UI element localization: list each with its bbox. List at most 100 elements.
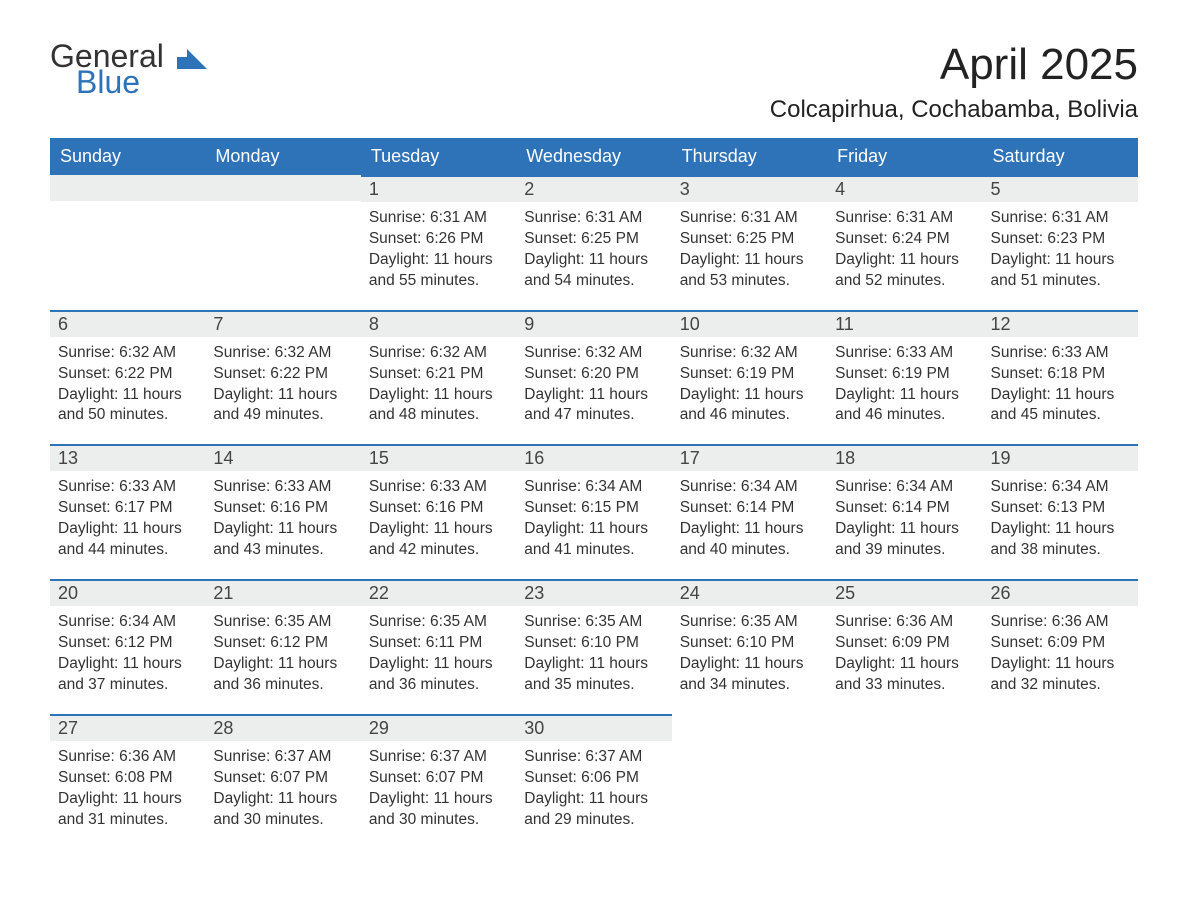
daylight-value: Daylight: 11 hours and 51 minutes. [991,250,1130,292]
calendar-day-cell: 19Sunrise: 6:34 AMSunset: 6:13 PMDayligh… [983,444,1138,579]
day-details: Sunrise: 6:32 AMSunset: 6:21 PMDaylight:… [361,337,516,445]
calendar-day-cell: 4Sunrise: 6:31 AMSunset: 6:24 PMDaylight… [827,175,982,310]
calendar-week-row: 20Sunrise: 6:34 AMSunset: 6:12 PMDayligh… [50,579,1138,714]
daylight-value: Daylight: 11 hours and 39 minutes. [835,519,974,561]
day-number: 13 [50,444,205,471]
calendar-day-cell: 7Sunrise: 6:32 AMSunset: 6:22 PMDaylight… [205,310,360,445]
calendar-day-cell [827,714,982,849]
day-details: Sunrise: 6:33 AMSunset: 6:16 PMDaylight:… [361,471,516,579]
day-number: 21 [205,579,360,606]
calendar-day-cell: 24Sunrise: 6:35 AMSunset: 6:10 PMDayligh… [672,579,827,714]
day-number: 15 [361,444,516,471]
sunrise-value: Sunrise: 6:33 AM [213,477,352,498]
sunrise-value: Sunrise: 6:31 AM [991,208,1130,229]
brand-part2: Blue [76,66,207,100]
calendar-day-cell: 2Sunrise: 6:31 AMSunset: 6:25 PMDaylight… [516,175,671,310]
sunset-value: Sunset: 6:18 PM [991,364,1130,385]
sunrise-value: Sunrise: 6:36 AM [835,612,974,633]
sunset-value: Sunset: 6:19 PM [835,364,974,385]
sunrise-value: Sunrise: 6:33 AM [835,343,974,364]
day-details: Sunrise: 6:32 AMSunset: 6:22 PMDaylight:… [205,337,360,445]
day-number: 18 [827,444,982,471]
sunrise-value: Sunrise: 6:32 AM [680,343,819,364]
sunset-value: Sunset: 6:07 PM [369,768,508,789]
day-details: Sunrise: 6:31 AMSunset: 6:26 PMDaylight:… [361,202,516,310]
daylight-value: Daylight: 11 hours and 52 minutes. [835,250,974,292]
calendar-day-cell: 17Sunrise: 6:34 AMSunset: 6:14 PMDayligh… [672,444,827,579]
day-details: Sunrise: 6:37 AMSunset: 6:07 PMDaylight:… [361,741,516,849]
sunset-value: Sunset: 6:12 PM [213,633,352,654]
sunset-value: Sunset: 6:26 PM [369,229,508,250]
sunrise-value: Sunrise: 6:33 AM [369,477,508,498]
calendar-day-cell: 9Sunrise: 6:32 AMSunset: 6:20 PMDaylight… [516,310,671,445]
day-number: 30 [516,714,671,741]
brand-logo: General Blue [50,40,207,99]
calendar-week-row: 27Sunrise: 6:36 AMSunset: 6:08 PMDayligh… [50,714,1138,849]
calendar-day-cell: 23Sunrise: 6:35 AMSunset: 6:10 PMDayligh… [516,579,671,714]
calendar-week-row: 6Sunrise: 6:32 AMSunset: 6:22 PMDaylight… [50,310,1138,445]
sunrise-value: Sunrise: 6:31 AM [524,208,663,229]
weekday-header: Thursday [672,138,827,175]
day-details: Sunrise: 6:33 AMSunset: 6:18 PMDaylight:… [983,337,1138,445]
calendar-day-cell [205,175,360,310]
daylight-value: Daylight: 11 hours and 33 minutes. [835,654,974,696]
sunrise-value: Sunrise: 6:31 AM [369,208,508,229]
sunrise-value: Sunrise: 6:34 AM [991,477,1130,498]
daylight-value: Daylight: 11 hours and 50 minutes. [58,385,197,427]
day-number: 23 [516,579,671,606]
sunrise-value: Sunrise: 6:32 AM [58,343,197,364]
sunrise-value: Sunrise: 6:33 AM [58,477,197,498]
daylight-value: Daylight: 11 hours and 53 minutes. [680,250,819,292]
calendar-day-cell [983,714,1138,849]
sunset-value: Sunset: 6:25 PM [680,229,819,250]
sunrise-value: Sunrise: 6:37 AM [213,747,352,768]
day-details: Sunrise: 6:34 AMSunset: 6:14 PMDaylight:… [672,471,827,579]
sunset-value: Sunset: 6:14 PM [680,498,819,519]
day-number: 12 [983,310,1138,337]
sunset-value: Sunset: 6:06 PM [524,768,663,789]
daylight-value: Daylight: 11 hours and 44 minutes. [58,519,197,561]
daylight-value: Daylight: 11 hours and 30 minutes. [213,789,352,831]
sunset-value: Sunset: 6:24 PM [835,229,974,250]
sunset-value: Sunset: 6:19 PM [680,364,819,385]
sunset-value: Sunset: 6:22 PM [58,364,197,385]
daylight-value: Daylight: 11 hours and 45 minutes. [991,385,1130,427]
calendar-day-cell: 11Sunrise: 6:33 AMSunset: 6:19 PMDayligh… [827,310,982,445]
calendar-day-cell [672,714,827,849]
day-number: 20 [50,579,205,606]
sunrise-value: Sunrise: 6:35 AM [524,612,663,633]
calendar-day-cell: 15Sunrise: 6:33 AMSunset: 6:16 PMDayligh… [361,444,516,579]
sunrise-value: Sunrise: 6:35 AM [369,612,508,633]
sunset-value: Sunset: 6:12 PM [58,633,197,654]
calendar-day-cell: 29Sunrise: 6:37 AMSunset: 6:07 PMDayligh… [361,714,516,849]
location-subtitle: Colcapirhua, Cochabamba, Bolivia [770,96,1138,124]
day-details: Sunrise: 6:34 AMSunset: 6:13 PMDaylight:… [983,471,1138,579]
daylight-value: Daylight: 11 hours and 55 minutes. [369,250,508,292]
calendar-day-cell: 14Sunrise: 6:33 AMSunset: 6:16 PMDayligh… [205,444,360,579]
calendar-day-cell: 12Sunrise: 6:33 AMSunset: 6:18 PMDayligh… [983,310,1138,445]
day-number: 19 [983,444,1138,471]
day-number: 27 [50,714,205,741]
day-number: 17 [672,444,827,471]
daylight-value: Daylight: 11 hours and 37 minutes. [58,654,197,696]
daylight-value: Daylight: 11 hours and 31 minutes. [58,789,197,831]
day-number: 8 [361,310,516,337]
calendar-day-cell: 8Sunrise: 6:32 AMSunset: 6:21 PMDaylight… [361,310,516,445]
day-details: Sunrise: 6:31 AMSunset: 6:23 PMDaylight:… [983,202,1138,310]
day-details: Sunrise: 6:35 AMSunset: 6:12 PMDaylight:… [205,606,360,714]
day-number: 16 [516,444,671,471]
sunrise-value: Sunrise: 6:34 AM [680,477,819,498]
day-details: Sunrise: 6:31 AMSunset: 6:25 PMDaylight:… [516,202,671,310]
calendar-day-cell: 30Sunrise: 6:37 AMSunset: 6:06 PMDayligh… [516,714,671,849]
day-details: Sunrise: 6:33 AMSunset: 6:19 PMDaylight:… [827,337,982,445]
daylight-value: Daylight: 11 hours and 46 minutes. [680,385,819,427]
day-details: Sunrise: 6:37 AMSunset: 6:06 PMDaylight:… [516,741,671,849]
day-number: 6 [50,310,205,337]
day-details: Sunrise: 6:36 AMSunset: 6:08 PMDaylight:… [50,741,205,849]
day-details: Sunrise: 6:34 AMSunset: 6:12 PMDaylight:… [50,606,205,714]
sunset-value: Sunset: 6:17 PM [58,498,197,519]
calendar-week-row: 1Sunrise: 6:31 AMSunset: 6:26 PMDaylight… [50,175,1138,310]
daylight-value: Daylight: 11 hours and 47 minutes. [524,385,663,427]
sunrise-value: Sunrise: 6:36 AM [991,612,1130,633]
sunset-value: Sunset: 6:22 PM [213,364,352,385]
